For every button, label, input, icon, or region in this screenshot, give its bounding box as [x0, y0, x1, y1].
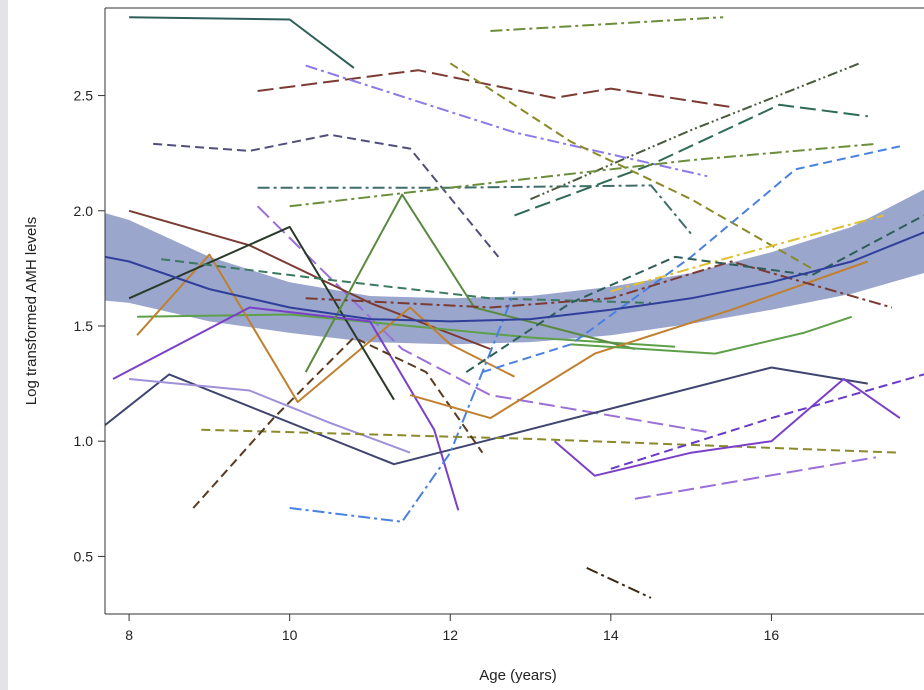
series-line-13: [137, 313, 676, 348]
series-line-15: [128, 225, 395, 401]
series-line-26: [586, 566, 652, 599]
confidence-band: [105, 189, 924, 345]
series-line-4: [305, 64, 708, 178]
x-tick-label: 16: [764, 627, 780, 643]
y-tick-label: 2.5: [74, 88, 94, 104]
series-line-3: [490, 16, 724, 32]
series-line-27: [482, 145, 901, 374]
series-line-28: [553, 378, 901, 477]
y-axis-title: Log transformed AMH levels: [23, 217, 40, 405]
series-line-25: [610, 214, 885, 293]
series-line-19: [129, 378, 411, 454]
series-line-21: [201, 428, 900, 454]
y-tick-label: 0.5: [74, 548, 94, 564]
series-line-8: [530, 62, 861, 201]
series-line-30: [610, 373, 924, 470]
series-line-10: [289, 142, 876, 208]
series-line-29: [634, 456, 876, 500]
series-line-11: [256, 205, 708, 433]
y-tick-label: 1.5: [74, 318, 94, 334]
fitted-mean-line: [105, 231, 924, 323]
series-line-16: [161, 258, 652, 304]
series-line-31: [305, 260, 893, 309]
series-line-7: [514, 103, 868, 217]
series-line-6: [257, 184, 692, 235]
series-line-24: [409, 260, 869, 420]
y-tick-label: 2.0: [74, 203, 94, 219]
chart-canvas: 810121416180.51.01.52.02.5 Age (years) L…: [23, 7, 924, 684]
x-tick-label: 8: [125, 627, 133, 643]
series-line-22: [192, 336, 484, 509]
x-tick-label: 14: [603, 627, 619, 643]
x-axis-title: Age (years): [479, 667, 557, 684]
series-layer: [105, 16, 924, 599]
y-tick-label: 1.0: [74, 433, 94, 449]
series-line-1: [129, 16, 355, 69]
x-tick-label: 10: [282, 627, 298, 643]
series-line-33: [570, 315, 853, 355]
confidence-band-layer: [105, 189, 924, 345]
series-line-9: [449, 62, 813, 270]
x-tick-label: 12: [442, 627, 458, 643]
series-line-18: [105, 366, 868, 466]
axes-layer: 810121416180.51.01.52.02.5: [74, 7, 924, 643]
series-line-17: [112, 306, 460, 511]
series-line-5: [153, 133, 500, 258]
series-line-32: [465, 214, 924, 373]
fitted-mean-layer: [105, 231, 924, 323]
series-line-2: [257, 69, 732, 109]
